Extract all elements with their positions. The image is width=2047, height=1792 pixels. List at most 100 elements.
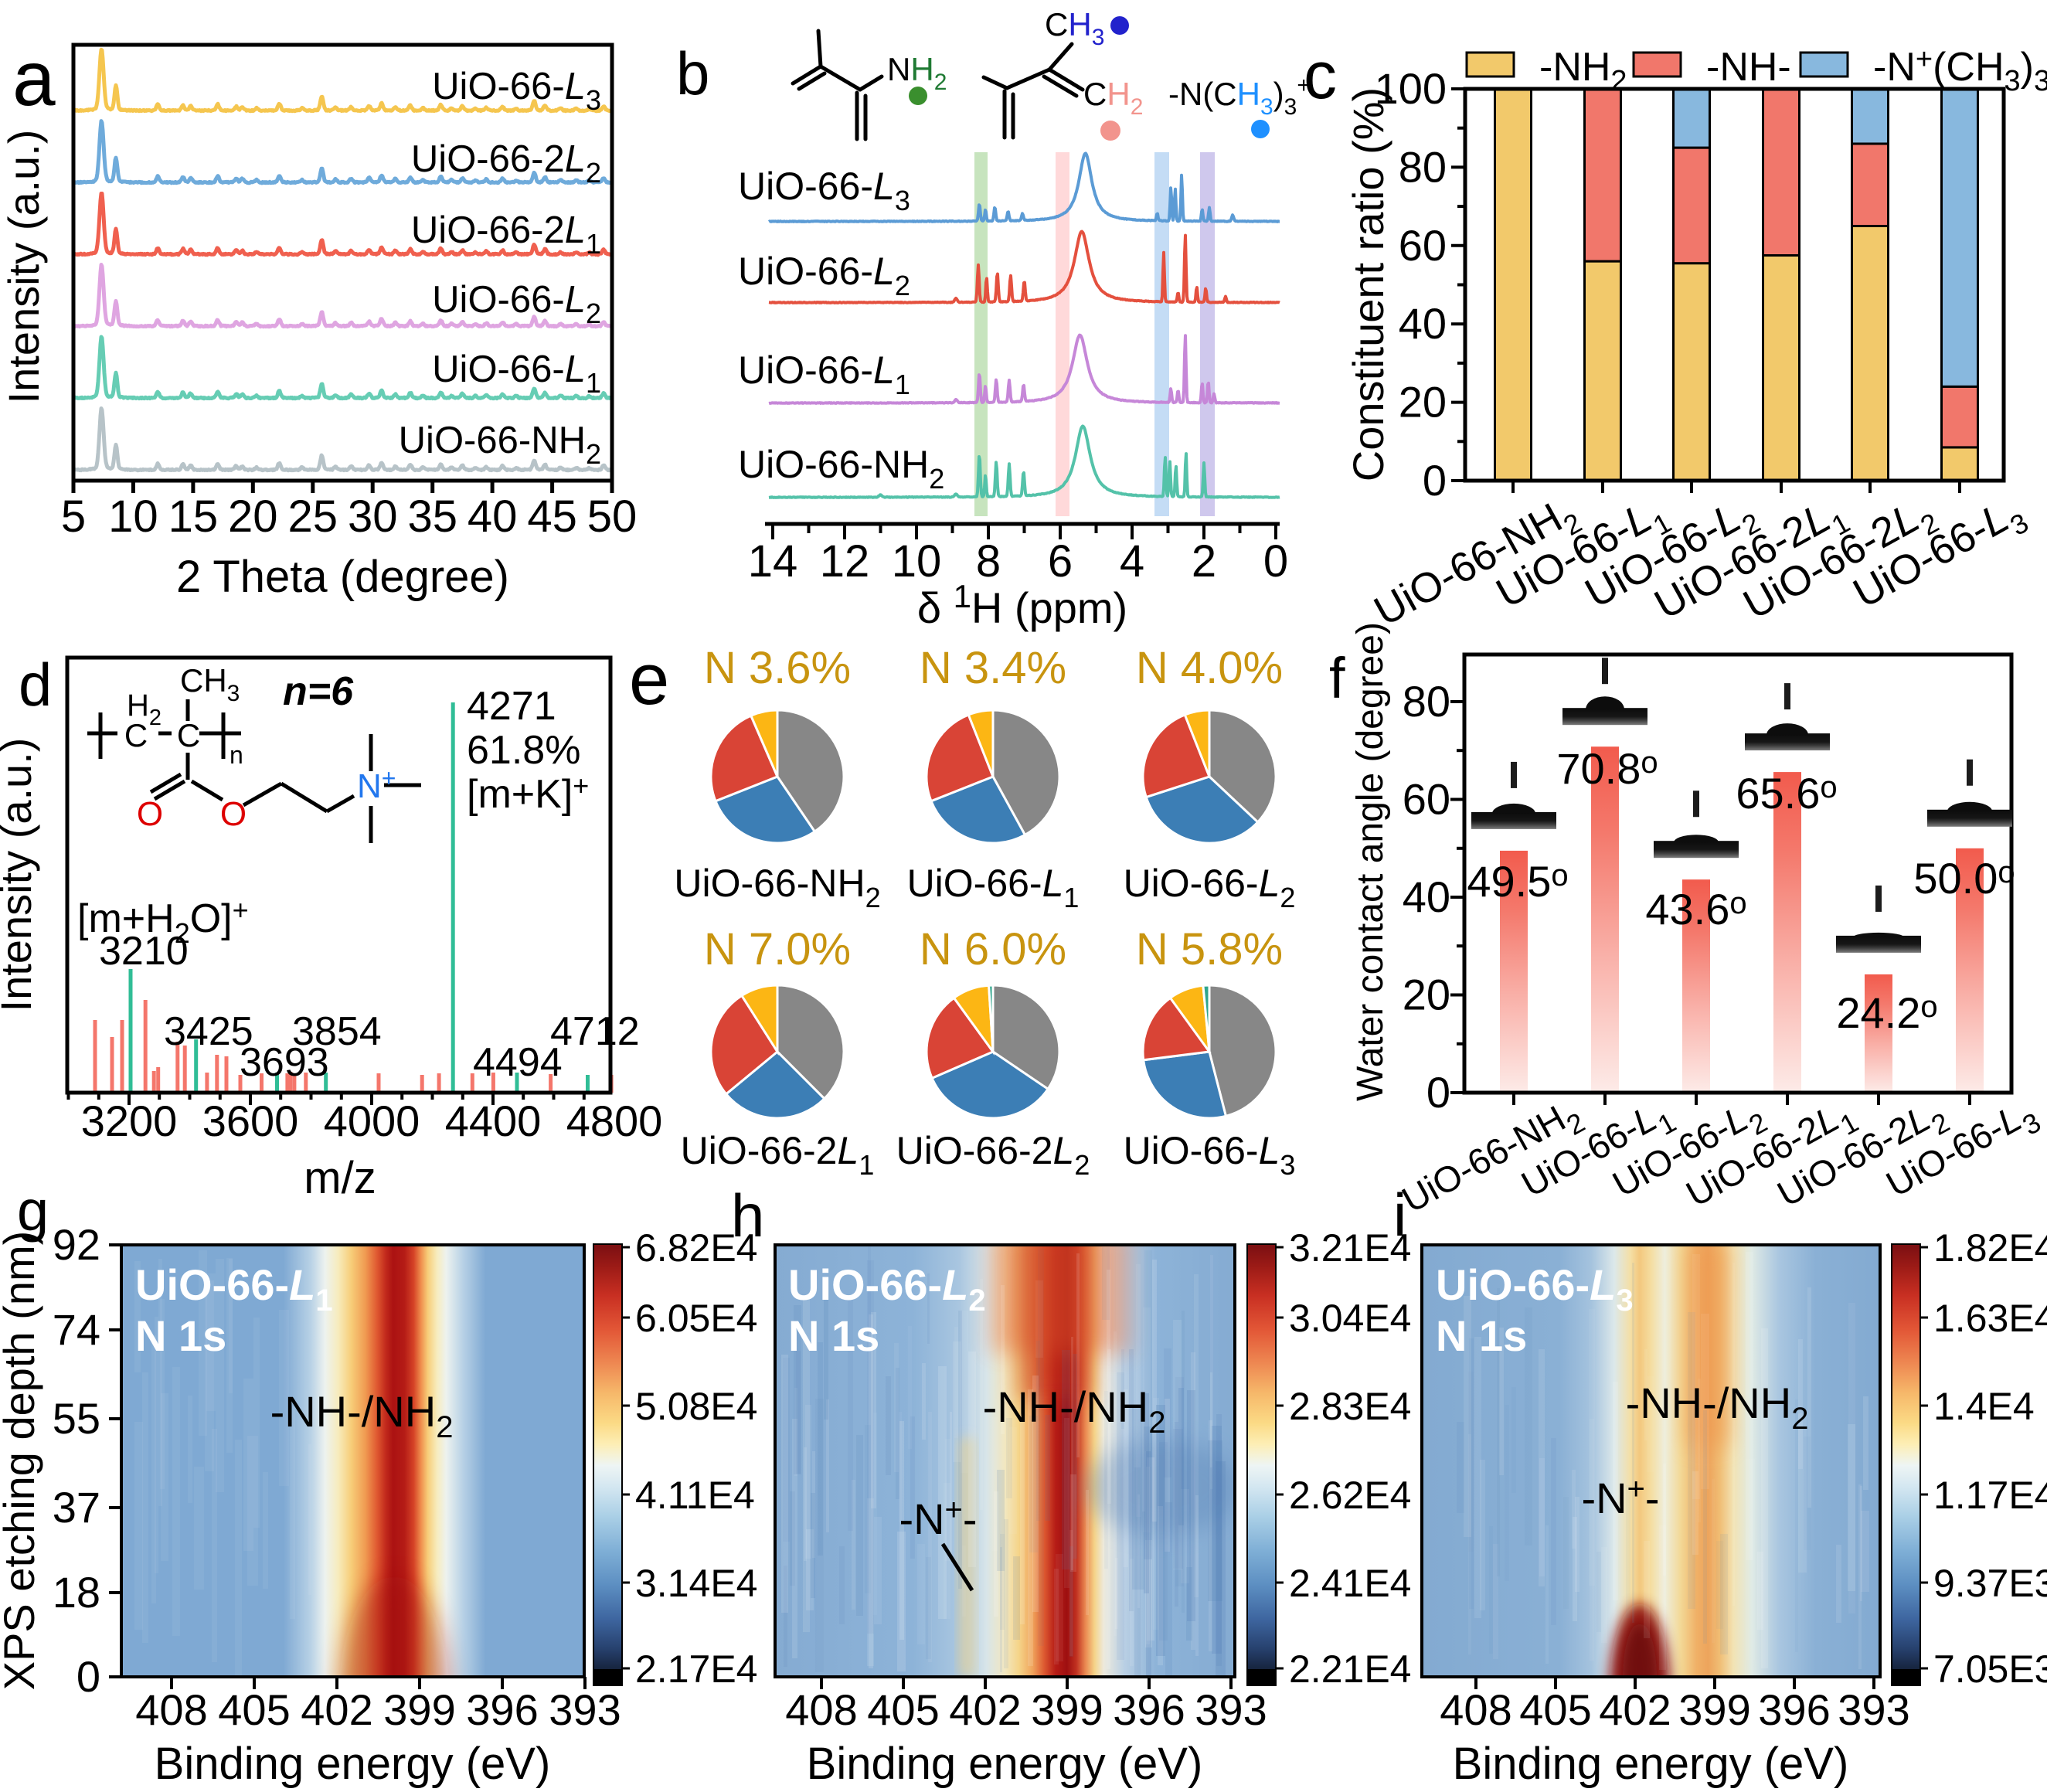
svg-text:N 4.0%: N 4.0% [1136,643,1283,693]
svg-text:UiO-66-NH2: UiO-66-NH2 [738,443,944,495]
svg-text:408: 408 [785,1685,857,1734]
svg-text:396: 396 [1758,1685,1830,1734]
svg-text:UiO-66-L1: UiO-66-L1 [738,349,910,400]
svg-text:2: 2 [1192,536,1216,587]
svg-text:3425: 3425 [164,1009,253,1054]
svg-text:3.21E4: 3.21E4 [1289,1226,1411,1270]
svg-text:30: 30 [348,491,398,542]
svg-text:O: O [220,795,247,833]
svg-text:0: 0 [1423,456,1447,505]
svg-text:UiO-66-L3: UiO-66-L3 [738,165,910,216]
svg-text:60: 60 [1403,775,1450,824]
svg-text:10: 10 [892,536,942,587]
svg-text:50: 50 [587,491,638,542]
svg-text:4271: 4271 [467,684,556,729]
svg-text:[m+H2O]+: [m+H2O]+ [77,894,249,949]
svg-text:100: 100 [1375,64,1447,113]
svg-text:4800: 4800 [566,1097,663,1145]
svg-text:399: 399 [383,1685,455,1734]
svg-text:a: a [12,36,56,122]
svg-text:6.82E4: 6.82E4 [635,1226,757,1270]
svg-text:4.11E4: 4.11E4 [635,1474,755,1517]
svg-text:UiO-66-NH2: UiO-66-NH2 [674,862,880,913]
svg-text:O: O [137,795,163,833]
svg-text:35: 35 [407,491,457,542]
svg-text:20: 20 [1399,378,1447,427]
svg-text:5.08E4: 5.08E4 [635,1385,757,1428]
svg-text:402: 402 [301,1685,372,1734]
svg-text:c: c [1304,39,1337,113]
svg-text:Binding energy (eV): Binding energy (eV) [155,1739,551,1789]
svg-text:1.17E4: 1.17E4 [1933,1474,2047,1517]
svg-text:b: b [676,39,709,107]
svg-text:UiO-66-L2: UiO-66-L2 [788,1260,986,1318]
svg-text:74: 74 [53,1305,100,1354]
svg-text:9.37E3: 9.37E3 [1933,1562,2047,1605]
svg-text:1.4E4: 1.4E4 [1933,1385,2035,1428]
svg-text:396: 396 [1113,1685,1185,1734]
svg-text:UiO-66-L1: UiO-66-L1 [135,1260,333,1318]
svg-text:6: 6 [1048,536,1073,587]
svg-text:393: 393 [1195,1685,1267,1734]
svg-text:[m+K]+: [m+K]+ [467,770,589,817]
svg-text:-N+-: -N+- [899,1493,977,1543]
svg-text:399: 399 [1678,1685,1750,1734]
svg-text:0: 0 [77,1652,100,1701]
svg-text:20: 20 [1403,971,1450,1019]
svg-text:e: e [629,638,669,719]
svg-text:92: 92 [53,1220,100,1269]
svg-text:XPS etching depth (nm): XPS etching depth (nm) [0,1231,43,1691]
svg-text:45: 45 [527,491,577,542]
svg-text:6.05E4: 6.05E4 [635,1297,757,1340]
svg-text:80: 80 [1399,142,1447,191]
svg-text:Water contact angle (degree): Water contact angle (degree) [1350,622,1391,1101]
svg-text:61.8%: 61.8% [467,728,580,773]
svg-text:40: 40 [1399,299,1447,348]
svg-text:405: 405 [1519,1685,1591,1734]
svg-text:-NH-/NH2: -NH-/NH2 [1626,1379,1809,1436]
svg-text:3600: 3600 [202,1097,299,1145]
svg-text:Constituent ratio (%): Constituent ratio (%) [1344,87,1392,481]
svg-text:7.05E3: 7.05E3 [1933,1647,2047,1691]
svg-text:UiO-66-2L2: UiO-66-2L2 [896,1129,1090,1181]
svg-text:3210: 3210 [99,929,189,974]
svg-text:10: 10 [108,491,158,542]
svg-text:3854: 3854 [292,1009,382,1054]
svg-text:405: 405 [867,1685,939,1734]
svg-text:396: 396 [466,1685,538,1734]
svg-text:N 5.8%: N 5.8% [1136,924,1283,974]
svg-text:4712: 4712 [550,1009,640,1054]
svg-text:g: g [17,1178,49,1243]
svg-text:UiO-66-L3: UiO-66-L3 [1124,1129,1296,1181]
svg-text:UiO-66-L1: UiO-66-L1 [907,862,1080,913]
svg-text:C: C [177,717,200,753]
svg-text:f: f [1329,646,1345,710]
svg-text:UiO-66-2L1: UiO-66-2L1 [681,1129,875,1181]
svg-text:4400: 4400 [445,1097,542,1145]
svg-text:2.62E4: 2.62E4 [1289,1474,1411,1517]
svg-text:399: 399 [1031,1685,1103,1734]
svg-text:-NH-/NH2: -NH-/NH2 [983,1382,1166,1440]
svg-text:1.63E4: 1.63E4 [1933,1297,2047,1340]
svg-text:-NH-: -NH- [1706,45,1791,90]
svg-text:405: 405 [218,1685,290,1734]
svg-text:N 1s: N 1s [1436,1311,1527,1360]
svg-text:UiO-66-L2: UiO-66-L2 [738,250,910,301]
svg-text:Binding energy (eV): Binding energy (eV) [807,1739,1203,1789]
svg-text:8: 8 [976,536,1001,587]
svg-text:3.14E4: 3.14E4 [635,1562,757,1605]
svg-text:UiO-66-L3: UiO-66-L3 [1436,1260,1634,1318]
svg-text:δ 1H (ppm): δ 1H (ppm) [917,578,1127,632]
svg-text:55: 55 [53,1394,100,1443]
svg-text:25: 25 [288,491,338,542]
svg-text:Intensity (a.u.): Intensity (a.u.) [0,130,48,404]
svg-text:2.17E4: 2.17E4 [635,1647,757,1691]
svg-text:C: C [124,717,148,753]
svg-text:18: 18 [53,1568,100,1617]
svg-text:408: 408 [1440,1685,1511,1734]
svg-text:40: 40 [1403,872,1450,921]
svg-text:2.83E4: 2.83E4 [1289,1385,1411,1428]
svg-text:4: 4 [1120,536,1144,587]
svg-text:2.21E4: 2.21E4 [1289,1647,1411,1691]
svg-text:14: 14 [748,536,798,587]
